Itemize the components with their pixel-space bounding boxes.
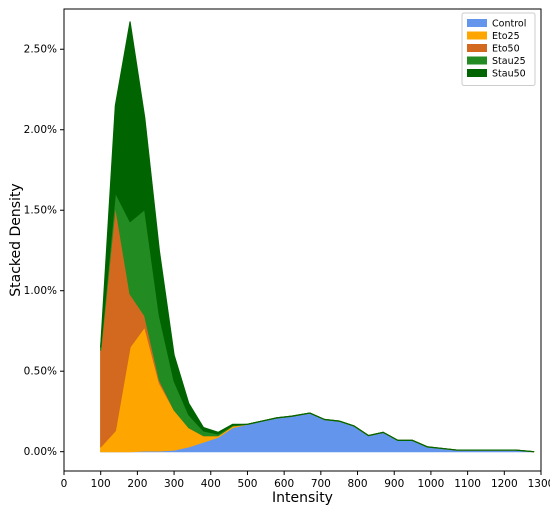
legend-box (461, 12, 536, 86)
y-axis-ticks: 0.00% 0.50% 1.00% 1.50% 2.00% 2.50% (24, 44, 64, 458)
x-tick-label: 1200 (491, 478, 518, 490)
y-tick-label: 1.50% (24, 205, 57, 217)
legend-label-stau50: Stau50 (492, 69, 526, 80)
x-tick-label: 500 (237, 478, 257, 490)
y-tick-label: 1.00% (24, 285, 57, 297)
x-tick-label: 300 (164, 478, 184, 490)
y-tick-label: 0.00% (24, 446, 57, 458)
x-tick-label: 1000 (418, 478, 445, 490)
y-axis-title: Stacked Density (8, 183, 24, 296)
x-tick-label: 700 (311, 478, 331, 490)
x-tick-label: 200 (127, 478, 147, 490)
x-tick-label: 600 (274, 478, 294, 490)
area-series-group (100, 21, 535, 453)
plot-frame (63, 8, 542, 472)
area-stau50 (100, 21, 535, 453)
x-tick-label: 800 (348, 478, 368, 490)
legend-label-eto25: Eto25 (492, 31, 520, 42)
x-tick-label: 0 (61, 478, 68, 490)
y-tick-label: 2.50% (24, 44, 57, 56)
y-tick-label: 2.00% (24, 124, 57, 136)
x-tick-label: 400 (201, 478, 221, 490)
legend-label-stau25: Stau25 (492, 56, 526, 67)
x-tick-label: 1100 (454, 478, 481, 490)
y-tick-label: 0.50% (24, 366, 57, 378)
x-tick-label: 100 (91, 478, 111, 490)
legend-swatch-control (467, 19, 487, 27)
legend-swatch-stau50 (467, 69, 487, 77)
x-axis-ticks: 0 100 200 300 400 500 600 700 800 900 1000 1100 1200… (61, 471, 550, 490)
legend-label-eto50: Eto50 (492, 44, 520, 55)
x-tick-label: 900 (384, 478, 404, 490)
legend-swatch-eto25 (467, 31, 487, 40)
legend-swatch-stau25 (467, 56, 487, 65)
legend-label-control: Control (492, 19, 526, 30)
x-axis-title: Intensity (272, 490, 333, 506)
legend-swatch-eto50 (467, 44, 487, 52)
